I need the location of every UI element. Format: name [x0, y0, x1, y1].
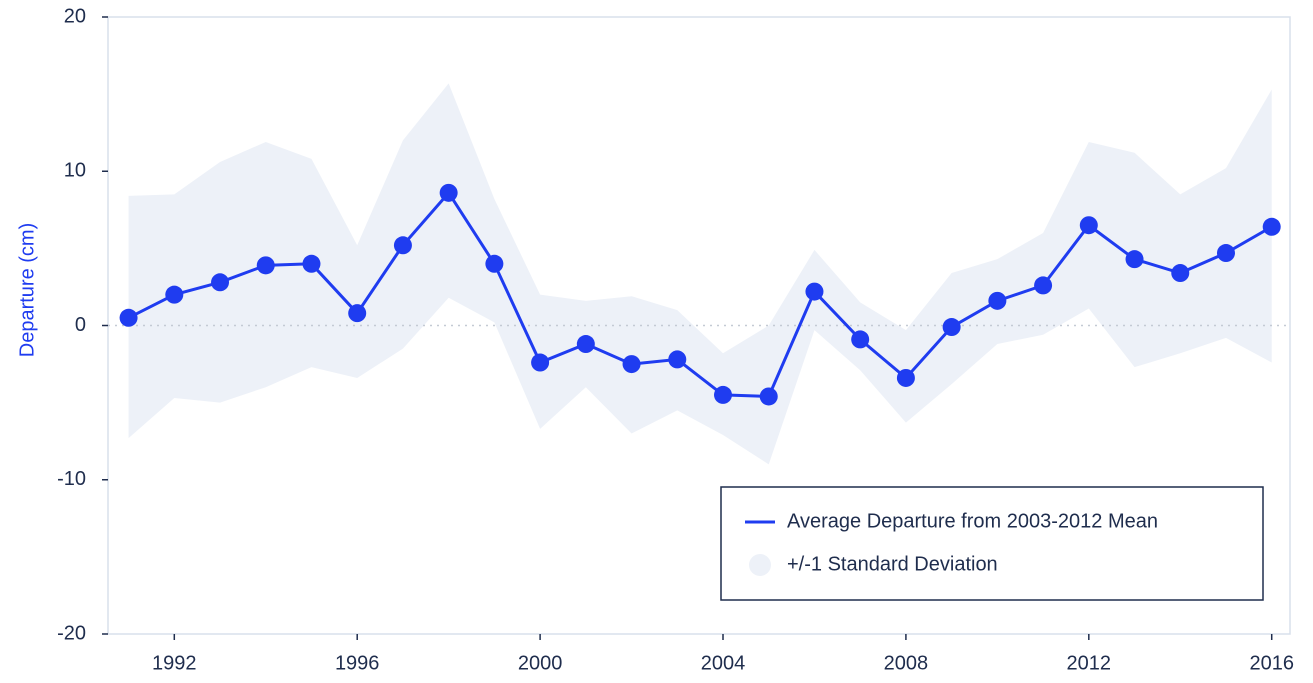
data-point — [1171, 264, 1190, 283]
data-point — [1216, 244, 1235, 263]
data-point — [805, 282, 824, 301]
x-tick-label: 1996 — [335, 652, 380, 674]
data-point — [348, 304, 367, 323]
data-point — [1262, 217, 1281, 236]
y-tick-label: 0 — [75, 314, 86, 336]
y-tick-label: -10 — [57, 468, 86, 490]
std-band — [128, 83, 1272, 465]
legend-box — [720, 486, 1264, 601]
y-axis-label: Departure (cm) — [16, 223, 38, 357]
x-tick-label: 2012 — [1067, 652, 1112, 674]
legend-label: +/-1 Standard Deviation — [787, 553, 998, 575]
data-point — [119, 308, 138, 327]
data-point — [896, 368, 915, 387]
data-point — [211, 273, 230, 292]
data-point — [576, 335, 595, 354]
y-tick-label: -20 — [57, 622, 86, 644]
x-tick-label: 1992 — [152, 652, 197, 674]
x-tick-label: 2004 — [701, 652, 746, 674]
x-tick-label: 2000 — [518, 652, 563, 674]
data-point — [256, 256, 275, 275]
legend-label: Average Departure from 2003-2012 Mean — [787, 510, 1158, 532]
data-point — [851, 330, 870, 349]
x-tick-label: 2016 — [1249, 652, 1294, 674]
data-point — [622, 355, 641, 374]
data-point — [1034, 276, 1053, 295]
data-point — [714, 385, 733, 404]
data-point — [531, 353, 550, 372]
data-point — [393, 236, 412, 255]
data-point — [668, 350, 687, 369]
data-point — [1079, 216, 1098, 235]
data-point — [759, 387, 778, 406]
series-line — [127, 190, 1273, 398]
data-point — [942, 318, 961, 337]
data-point — [1125, 250, 1144, 269]
data-point — [302, 254, 321, 273]
data-point — [439, 183, 458, 202]
data-point — [485, 254, 504, 273]
y-tick-label: 20 — [64, 5, 86, 27]
legend-band-swatch — [749, 554, 771, 576]
data-point — [988, 291, 1007, 310]
data-point — [165, 285, 184, 304]
x-tick-label: 2008 — [884, 652, 929, 674]
y-tick-label: 10 — [64, 160, 86, 182]
